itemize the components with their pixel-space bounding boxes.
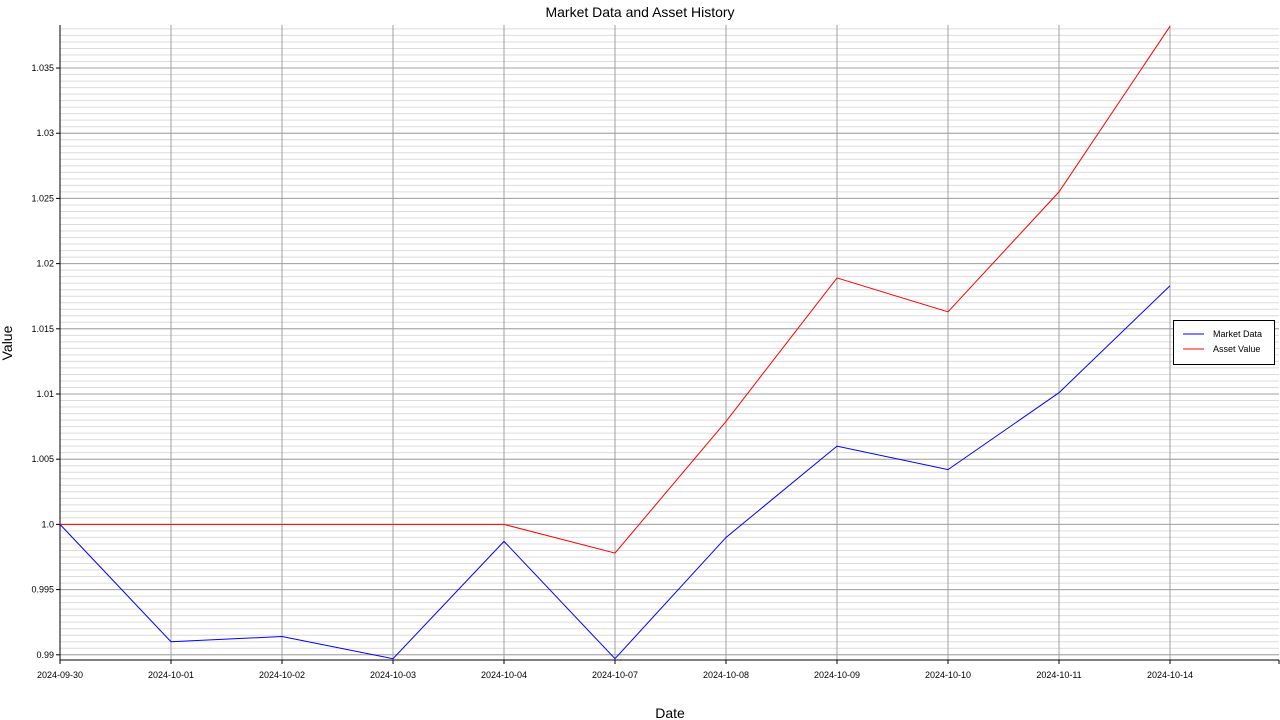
x-tick-label: 2024-10-10 — [925, 670, 971, 680]
series-lines — [59, 26, 1171, 660]
x-tick-label: 2024-10-04 — [481, 670, 527, 680]
legend: Market Data Asset Value — [1173, 320, 1275, 365]
major-gridlines — [60, 25, 1279, 660]
y-tick-label: 1.025 — [31, 193, 54, 203]
y-tick-label: 1.015 — [31, 324, 54, 334]
x-tick-label: 2024-10-09 — [814, 670, 860, 680]
y-tick-label: 1.03 — [36, 128, 54, 138]
y-tick-label: 0.99 — [36, 650, 54, 660]
y-tick-label: 1.0 — [41, 519, 54, 529]
y-tick-label: 1.005 — [31, 454, 54, 464]
y-tick-labels: 0.99 0.995 1.0 1.005 1.01 1.015 1.02 1.025 1.03 1… — [31, 63, 54, 660]
x-tick-label: 2024-10-01 — [148, 670, 194, 680]
y-tick-label: 0.995 — [31, 585, 54, 595]
axes — [56, 25, 1280, 664]
x-axis-title: Date — [655, 705, 685, 720]
x-tick-label: 2024-10-02 — [259, 670, 305, 680]
x-tick-label: 2024-09-30 — [37, 670, 83, 680]
y-tick-label: 1.01 — [36, 389, 54, 399]
x-tick-label: 2024-10-14 — [1147, 670, 1193, 680]
x-tick-labels: 2024-09-30 2024-10-01 2024-10-02 2024-10-03… — [37, 670, 1193, 680]
y-tick-label: 1.02 — [36, 259, 54, 269]
y-axis-title: Value — [0, 325, 15, 360]
x-tick-label: 2024-10-03 — [370, 670, 416, 680]
legend-label-market-data: Market Data — [1213, 329, 1262, 339]
minor-gridlines — [60, 28, 1279, 656]
x-tick-label: 2024-10-07 — [592, 670, 638, 680]
x-tick-label: 2024-10-11 — [1036, 670, 1081, 680]
y-tick-label: 1.035 — [31, 63, 54, 73]
chart-title: Market Data and Asset History — [545, 4, 734, 20]
x-tick-label: 2024-10-08 — [703, 670, 749, 680]
legend-box — [1173, 320, 1275, 365]
legend-label-asset-value: Asset Value — [1213, 344, 1260, 354]
